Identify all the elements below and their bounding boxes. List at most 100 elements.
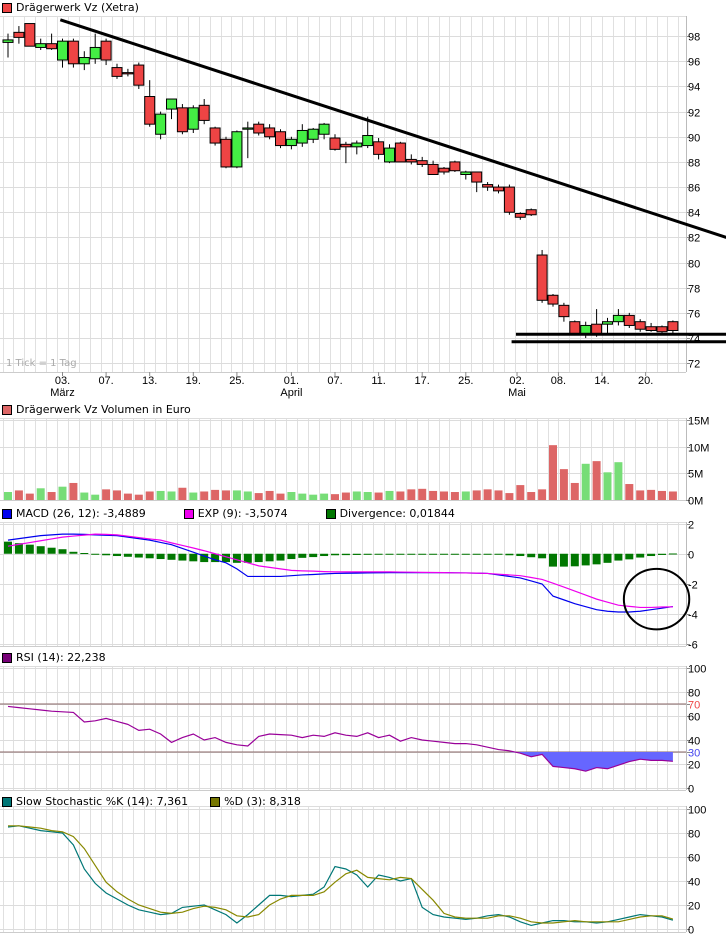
d-swatch [210,796,221,807]
volume-bar [320,493,329,500]
volume-bar [91,494,100,500]
y-tick-label: 0 [688,925,694,937]
divergence-bar [374,553,383,555]
x-month-label: April [280,387,302,399]
volume-bar [80,492,89,500]
y-tick-label: 2 [688,520,694,532]
y-tick-label: 100 [688,805,706,817]
volume-bar [341,492,350,500]
annotation-circle [622,567,691,631]
y-tick-label: 60 [688,853,700,865]
volume-bar [440,491,448,500]
macd-swatch [2,508,12,519]
candle-body [187,107,199,130]
candle-body [198,104,210,121]
candle-body [340,143,352,148]
candle-body [405,158,417,163]
x-tick-label: 11. [371,375,385,387]
volume-bar [4,492,12,500]
y-tick-label: 5M [688,469,703,481]
rsi-legend-swatch [2,652,12,663]
volume-bar [189,492,198,500]
exp-legend-item: EXP (9): -3,5074 [183,507,288,520]
volume-bar [287,492,296,500]
candle-body [634,321,646,330]
divergence-bar [603,553,612,563]
volume-bar [25,493,34,500]
divergence-bar [581,553,590,566]
divergence-bar [123,553,132,557]
divergence-bar [461,553,470,555]
y-tick-label: -6 [688,640,698,652]
divergence-bar [559,553,568,567]
candle-body [176,107,188,133]
volume-bar [363,492,372,500]
candle-body [264,127,276,138]
volume-bar [134,494,143,500]
volume-bar [614,462,623,500]
divergence-bar [36,546,45,554]
divergence-legend-item: Divergence: 0,01844 [325,507,455,520]
y-tick-label: 86 [688,183,700,195]
divergence-bar [243,553,252,563]
rsi-oversold-fill [8,751,673,772]
divergence-bar [309,553,318,558]
divergence-bar [320,553,329,557]
x-tick-label: 01. [284,375,299,387]
volume-bar [243,491,252,500]
volume-legend: Drägerwerk Vz Volumen in Euro [2,403,191,416]
y-tick-label: 98 [688,32,700,44]
divergence-bar [25,544,34,554]
volume-bar [418,488,427,500]
divergence-bar [647,553,656,557]
divergence-bar [200,553,209,563]
candle-body [24,23,36,47]
divergence-bar [614,553,623,561]
divergence-bar [265,553,274,562]
candle-body [285,138,297,147]
candle-body [623,314,635,326]
candle-body [67,40,79,65]
volume-bar [123,493,132,500]
candle-body [503,186,515,213]
candle-body [329,137,341,150]
d-legend-item: %D (3): 8,318 [210,795,301,808]
y-tick-label: 10M [688,443,709,455]
divergence-bar [527,553,536,558]
divergence-bar [80,553,89,554]
candle-body [362,135,374,147]
y-tick-label: 80 [688,688,700,700]
divergence-bar [232,553,241,563]
divergence-bar [352,553,361,555]
volume-bar [461,491,470,500]
candle-body [471,171,483,183]
y-tick-label: 78 [688,284,700,296]
candle-body [569,321,581,335]
divergence-bar [429,553,438,555]
divergence-bar [91,553,100,555]
volume-bar [69,482,78,500]
divergence-bar [472,553,481,555]
divergence-bar [254,553,263,563]
divergence-bar [450,553,459,555]
candle-body [318,123,330,135]
candle-body [384,147,395,163]
candle-body [253,123,265,134]
volume-bar [505,493,514,500]
divergence-swatch [325,508,336,519]
candle-body [122,72,134,75]
x-tick-label: 07. [327,375,342,387]
divergence-bar [483,553,492,555]
macd-legend-item: MACD (26, 12): -3,4889 [2,507,146,520]
y-tick-label: 20 [688,901,700,913]
divergence-bar [4,541,12,554]
panel-4: 0 20 40 60 80 100 [0,805,706,937]
x-tick-label: 07. [98,375,113,387]
x-tick-label: 25. [458,375,473,387]
divergence-bar [14,543,23,554]
exp-label: EXP (9): -3,5074 [197,507,288,520]
volume-bar [265,490,274,500]
y-tick-label: 96 [688,57,700,69]
volume-bar [200,491,209,500]
